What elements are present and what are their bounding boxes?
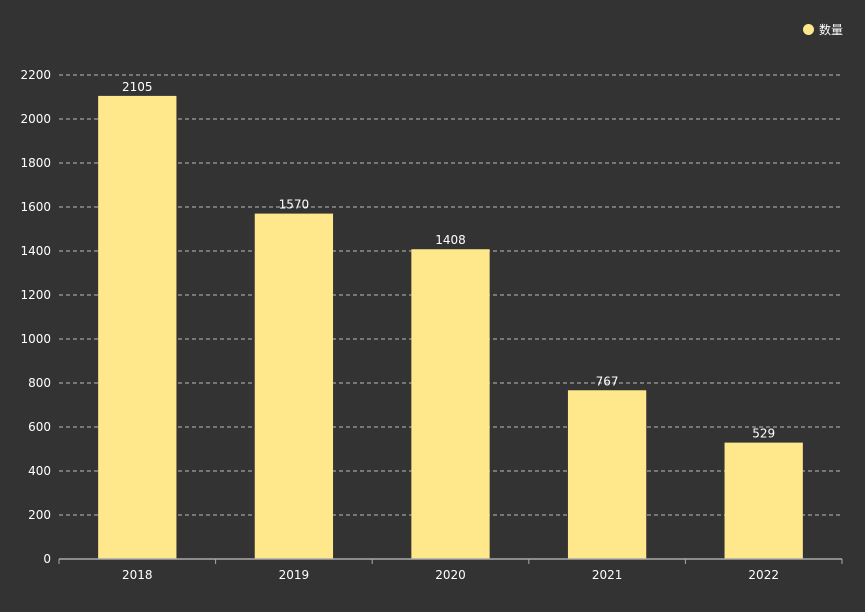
y-tick-label: 1400 (20, 244, 51, 258)
bar-2021[interactable] (567, 390, 647, 559)
y-tick-label: 1200 (20, 288, 51, 302)
y-tick-label: 800 (28, 376, 51, 390)
x-tick-label: 2019 (279, 568, 310, 582)
y-tick-label: 0 (43, 552, 51, 566)
y-tick-label: 600 (28, 420, 51, 434)
x-tick-label: 2020 (435, 568, 466, 582)
y-tick-label: 400 (28, 464, 51, 478)
y-tick-label: 1000 (20, 332, 51, 346)
legend-swatch-icon (802, 24, 814, 35)
y-tick-label: 2000 (20, 112, 51, 126)
data-label-2019: 1570 (279, 198, 310, 212)
y-tick-label: 1800 (20, 156, 51, 170)
y-tick-label: 200 (28, 508, 51, 522)
x-tick-label: 2018 (122, 568, 153, 582)
bar-2018[interactable] (98, 95, 177, 560)
bar-2022[interactable] (724, 442, 803, 559)
axes: 0 200 400 600 800 1000 1200 1400 1600 1800 2000 220… (20, 68, 843, 582)
data-label-2018: 2105 (122, 80, 153, 94)
x-tick-label: 2022 (748, 568, 779, 582)
data-label-2020: 1408 (435, 233, 466, 247)
bar-2020[interactable] (411, 249, 490, 560)
legend[interactable]: 数量 (802, 21, 843, 38)
grid-lines (59, 74, 842, 516)
data-label-2022: 529 (752, 427, 775, 441)
data-label-2021: 767 (596, 374, 619, 388)
bars (98, 95, 803, 560)
y-tick-label: 2200 (20, 68, 51, 82)
y-tick-label: 1600 (20, 200, 51, 214)
bar-2019[interactable] (254, 213, 334, 559)
data-labels: 2105 1570 1408 767 529 (122, 80, 775, 441)
x-tick-label: 2021 (592, 568, 623, 582)
legend-label: 数量 (818, 23, 843, 37)
